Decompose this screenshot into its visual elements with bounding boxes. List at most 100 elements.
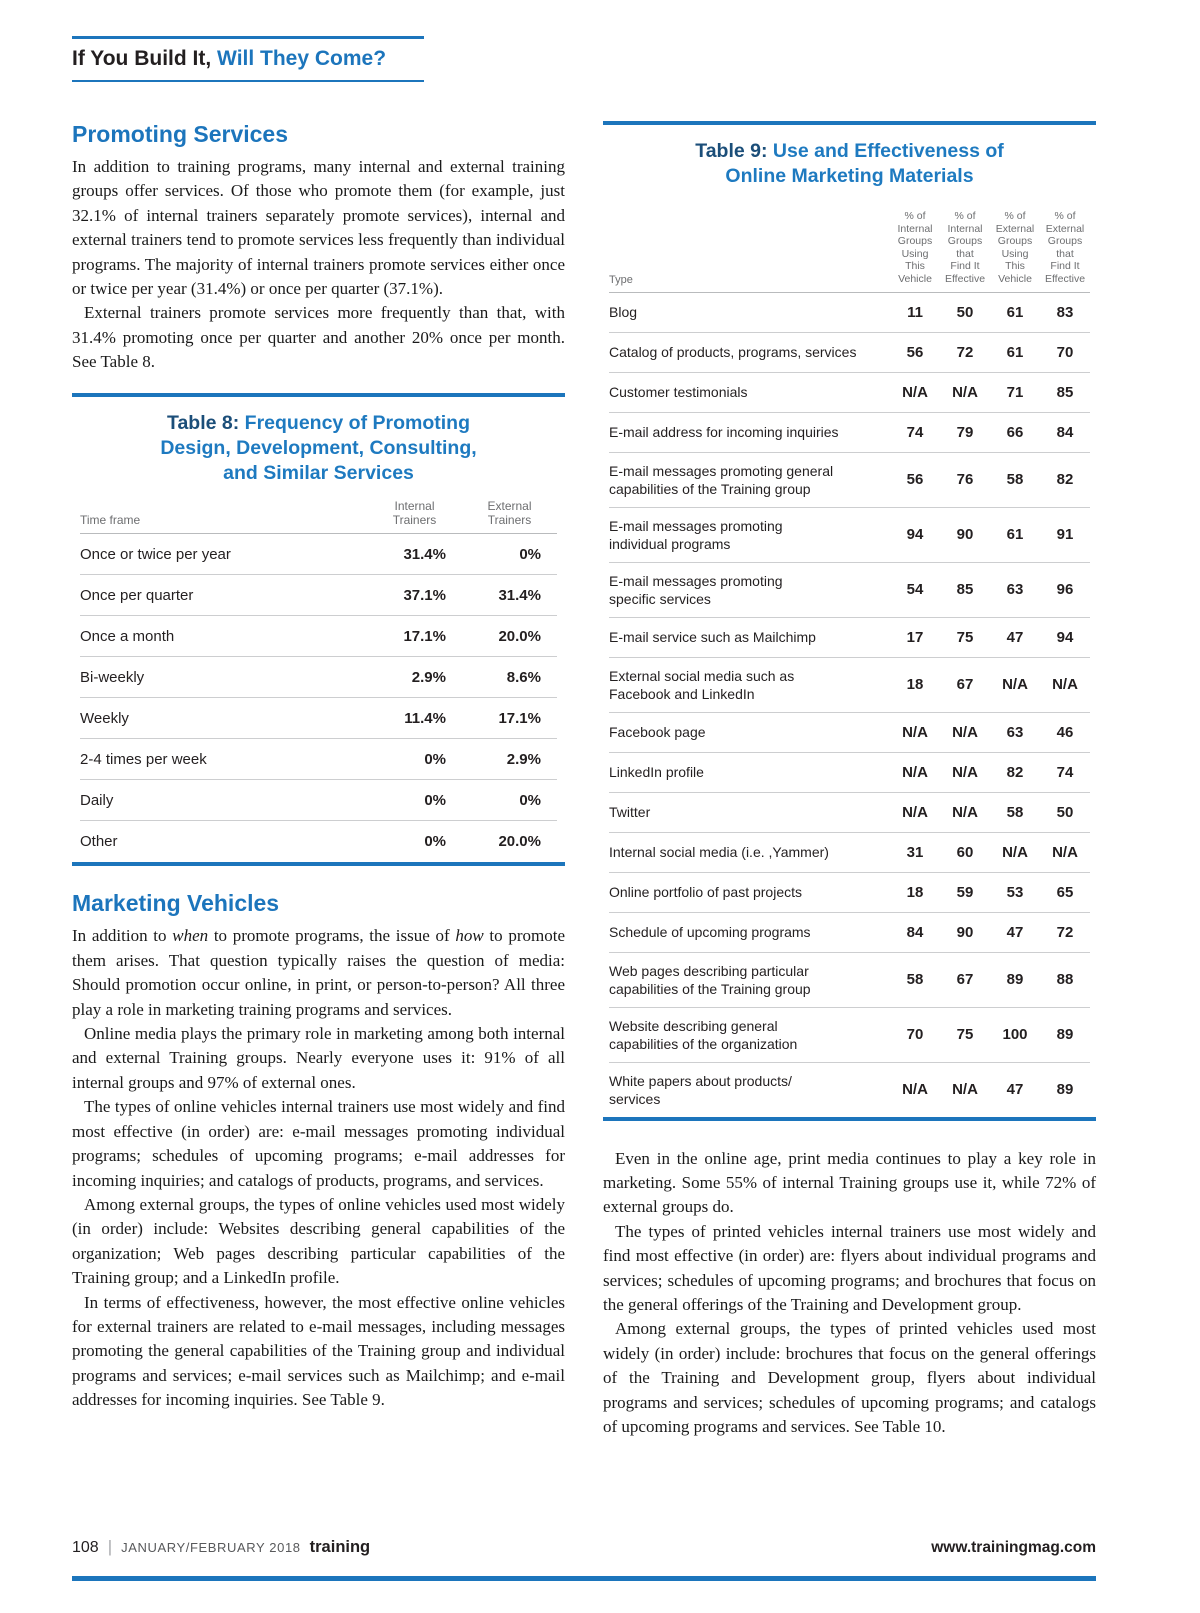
internal-using-cell: N/A — [902, 803, 928, 821]
article-kicker: If You Build It, Will They Come? — [72, 36, 424, 82]
internal-using-cell: 56 — [906, 343, 924, 361]
external-using-cell: 100 — [1002, 1026, 1028, 1044]
body-paragraph: Even in the online age, print media cont… — [603, 1148, 1096, 1217]
vehicle-type-cell: Website describing general capabilities … — [609, 1017, 798, 1052]
internal-using-cell: 70 — [906, 1026, 924, 1044]
column-header-internal-effective: % of Internal Groups that Find It Effect… — [944, 210, 986, 285]
marketing-vehicles-heading: Marketing Vehicles — [72, 890, 280, 917]
external-using-cell: 53 — [1006, 883, 1024, 901]
website-url: www.trainingmag.com — [931, 1539, 1096, 1556]
table8-row: Weekly 11.4% 17.1% — [80, 698, 557, 740]
internal-trainers-cell: 37.1% — [403, 586, 446, 604]
table9-row: Facebook page N/A N/A 63 46 — [609, 713, 1090, 753]
internal-effective-cell: 75 — [956, 628, 974, 646]
table8-title-rest: Frequency of Promoting Design, Developme… — [160, 411, 477, 484]
body-paragraph: In addition to training programs, many i… — [72, 157, 565, 299]
table9-row: Schedule of upcoming programs 84 90 47 7… — [609, 913, 1090, 953]
external-using-cell: 47 — [1006, 1081, 1024, 1099]
internal-effective-cell: 50 — [956, 303, 974, 321]
vehicle-type-cell: Online portfolio of past projects — [609, 884, 802, 901]
bottom-rule — [72, 1576, 1096, 1581]
external-using-cell: 58 — [1006, 471, 1024, 489]
external-trainers-cell: 8.6% — [506, 668, 541, 686]
table8-row: 2-4 times per week 0% 2.9% — [80, 739, 557, 781]
vehicle-type-cell: Web pages describing particular capabili… — [609, 962, 811, 997]
body-paragraph: The types of printed vehicles internal t… — [603, 1221, 1096, 1314]
time-frame-cell: Once or twice per year — [80, 545, 231, 563]
table9-row: Web pages describing particular capabili… — [609, 953, 1090, 1008]
internal-using-cell: N/A — [902, 383, 928, 401]
external-using-cell: 58 — [1006, 803, 1024, 821]
internal-trainers-cell: 17.1% — [403, 627, 446, 645]
body-paragraph: In addition to when to promote programs,… — [72, 924, 565, 1022]
table9-row: LinkedIn profile N/A N/A 82 74 — [609, 753, 1090, 793]
vehicle-type-cell: White papers about products/ services — [609, 1072, 792, 1107]
internal-effective-cell: 76 — [956, 471, 974, 489]
table9-row: E-mail messages promoting general capabi… — [609, 453, 1090, 508]
external-using-cell: N/A — [1002, 843, 1028, 861]
internal-effective-cell: 60 — [956, 843, 974, 861]
vehicle-type-cell: Catalog of products, programs, services — [609, 344, 857, 361]
kicker-text-blue: Will They Come? — [211, 47, 387, 70]
vehicle-type-cell: E-mail messages promoting specific servi… — [609, 572, 783, 607]
vehicle-type-cell: Twitter — [609, 804, 651, 821]
table9-body: Blog 11 50 61 83 Catalog of products, pr… — [609, 293, 1090, 1117]
time-frame-cell: Bi-weekly — [80, 668, 145, 686]
internal-using-cell: 58 — [906, 971, 924, 989]
external-effective-cell: 72 — [1056, 923, 1074, 941]
internal-using-cell: 18 — [906, 676, 924, 694]
table8-row: Daily 0% 0% — [80, 780, 557, 822]
external-effective-cell: 65 — [1056, 883, 1074, 901]
table8-row: Bi-weekly 2.9% 8.6% — [80, 657, 557, 699]
internal-trainers-cell: 0% — [424, 833, 446, 851]
left-column: Promoting Services In addition to traini… — [72, 121, 565, 1439]
table9-row: External social media such as Facebook a… — [609, 658, 1090, 713]
external-trainers-cell: 20.0% — [498, 833, 541, 851]
external-trainers-cell: 31.4% — [498, 586, 541, 604]
external-effective-cell: N/A — [1052, 843, 1078, 861]
internal-using-cell: 31 — [906, 843, 924, 861]
external-effective-cell: 88 — [1056, 971, 1074, 989]
internal-using-cell: 17 — [906, 628, 924, 646]
time-frame-cell: Other — [80, 833, 118, 851]
external-using-cell: 61 — [1006, 526, 1024, 544]
vehicle-type-cell: Schedule of upcoming programs — [609, 924, 811, 941]
table8-body: Once or twice per year 31.4% 0% Once per… — [80, 534, 557, 862]
internal-effective-cell: N/A — [952, 763, 978, 781]
vehicle-type-cell: E-mail messages promoting individual pro… — [609, 517, 783, 552]
body-paragraph: In terms of effectiveness, however, the … — [72, 1292, 565, 1410]
external-effective-cell: 83 — [1056, 303, 1074, 321]
internal-effective-cell: 59 — [956, 883, 974, 901]
table9-header-row: Type % of Internal Groups Using This Veh… — [609, 202, 1090, 293]
external-effective-cell: 74 — [1056, 763, 1074, 781]
column-header-time-frame: Time frame — [80, 513, 141, 528]
external-effective-cell: 46 — [1056, 723, 1074, 741]
table8-title-prefix: Table 8: — [166, 411, 240, 434]
internal-using-cell: 84 — [906, 923, 924, 941]
table9-row: Online portfolio of past projects 18 59 … — [609, 873, 1090, 913]
vehicle-type-cell: E-mail messages promoting general capabi… — [609, 462, 834, 497]
table9-title-rest: Use and Effectiveness of Online Marketin… — [725, 140, 1004, 187]
two-column-layout: Promoting Services In addition to traini… — [72, 121, 1096, 1439]
footer-left: 108 | JANUARY/FEBRUARY 2018 training — [72, 1537, 370, 1557]
table9-row: Blog 11 50 61 83 — [609, 293, 1090, 333]
external-effective-cell: 50 — [1056, 803, 1074, 821]
table8-header-row: Time frame Internal Trainers External Tr… — [80, 499, 557, 535]
promoting-services-heading: Promoting Services — [72, 121, 289, 147]
italic-word: how — [455, 926, 484, 946]
external-effective-cell: 89 — [1056, 1026, 1074, 1044]
internal-using-cell: 54 — [906, 581, 924, 599]
vehicle-type-cell: Blog — [609, 304, 638, 321]
internal-using-cell: 74 — [906, 423, 924, 441]
internal-effective-cell: 79 — [956, 423, 974, 441]
external-trainers-cell: 0% — [519, 791, 541, 809]
internal-using-cell: 94 — [906, 526, 924, 544]
paragraph-segment: to promote programs, the issue of — [208, 926, 456, 946]
external-using-cell: 61 — [1006, 343, 1024, 361]
table9-row: Twitter N/A N/A 58 50 — [609, 793, 1090, 833]
internal-effective-cell: N/A — [952, 383, 978, 401]
table9-row: Customer testimonials N/A N/A 71 85 — [609, 373, 1090, 413]
external-effective-cell: 94 — [1056, 628, 1074, 646]
internal-effective-cell: N/A — [952, 1081, 978, 1099]
external-using-cell: 47 — [1006, 923, 1024, 941]
